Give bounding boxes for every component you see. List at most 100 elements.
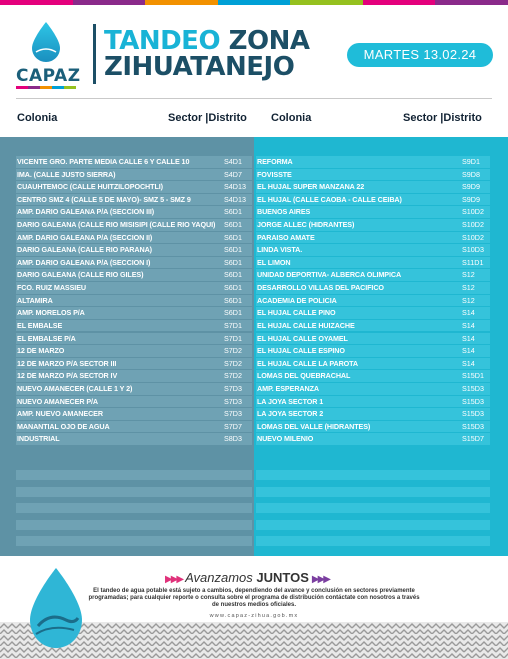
colonia-cell: AMP. DARIO GALEANA P/A (SECCION III) [17, 207, 155, 217]
table-row: REFORMA S9D1 [256, 156, 490, 168]
sector-cell: S15D3 [462, 396, 484, 406]
colonia-cell: AMP. ESPERANZA [257, 383, 319, 393]
sector-cell: S4D13 [224, 194, 246, 204]
right-schedule-table: REFORMA S9D1 FOVISSTE S9D8 EL HUJAL SUPER MA… [256, 156, 490, 446]
table-row: EL HUJAL CALLE HUIZACHE S14 [256, 319, 490, 332]
logo-line-segment [28, 86, 40, 89]
sector-cell: S6D1 [224, 270, 242, 280]
empty-row [16, 503, 252, 513]
sector-cell: S7D7 [224, 421, 242, 431]
left-sector-header: Sector |Distrito [168, 112, 247, 124]
colonia-cell: 12 DE MARZO [17, 346, 65, 356]
sector-cell: S11D1 [462, 257, 484, 267]
empty-row [16, 519, 252, 530]
sector-cell: S10D2 [462, 232, 484, 242]
table-row: EL HUJAL SUPER MANZANA 22 S9D9 [256, 181, 490, 193]
colonia-cell: LA JOYA SECTOR 2 [257, 409, 324, 419]
empty-row [256, 486, 490, 497]
empty-row [16, 470, 252, 480]
colonia-cell: 12 DE MARZO P/A SECTOR III [17, 358, 117, 368]
page-title: TANDEO ZONA ZIHUATANEJO [104, 26, 310, 80]
colonia-cell: EL HUJAL CALLE LA PAROTA [257, 358, 359, 368]
capaz-logo: CAPAZ [16, 22, 81, 89]
right-sector-header: Sector |Distrito [403, 112, 482, 124]
table-row: EL EMBALSE S7D1 [16, 319, 252, 332]
decorative-pattern [0, 622, 508, 659]
table-row: EL HUJAL CALLE LA PAROTA S14 [256, 357, 490, 370]
sector-cell: S15D3 [462, 383, 484, 393]
sector-cell: S14 [462, 333, 475, 343]
table-row: BUENOS AIRES S10D2 [256, 206, 490, 218]
colonia-cell: NUEVO AMANECER P/A [17, 396, 98, 406]
colonia-cell: EL HUJAL (CALLE CAOBA - CALLE CEIBA) [257, 194, 402, 204]
slogan: ▶▶▶ Avanzamos JUNTOS ▶▶▶ [165, 570, 331, 585]
sector-cell: S4D13 [224, 182, 246, 192]
sector-cell: S10D3 [462, 245, 484, 255]
colonia-cell: 12 DE MARZO P/A SECTOR IV [17, 371, 118, 381]
colonia-cell: LINDA VISTA. [257, 245, 303, 255]
colonia-cell: NUEVO MILENIO [257, 434, 314, 444]
title-word-tandeo: TANDEO [104, 26, 221, 56]
sector-cell: S6D1 [224, 295, 242, 305]
sector-cell: S12 [462, 283, 475, 293]
colonia-cell: VICENTE GRO. PARTE MEDIA CALLE 6 Y CALLE… [17, 157, 190, 166]
table-row: DARIO GALEANA (CALLE RIO MISISIPI (CALLE… [16, 219, 252, 231]
table-row: FOVISSTE S9D8 [256, 168, 490, 181]
sector-cell: S7D3 [224, 383, 242, 393]
colonia-cell: BUENOS AIRES [257, 207, 311, 217]
sector-cell: S7D2 [224, 346, 242, 356]
table-row: AMP. MORELOS P/A S6D1 [16, 307, 252, 319]
date-badge: MARTES 13.02.24 [347, 43, 493, 67]
table-row: IMA. (CALLE JUSTO SIERRA) S4D7 [16, 168, 252, 181]
sector-cell: S4D7 [224, 169, 242, 179]
colonia-cell: FCO. RUIZ MASSIEU [17, 283, 86, 293]
table-row: DARIO GALEANA (CALLE RIO PARANA) S6D1 [16, 244, 252, 256]
sector-cell: S14 [462, 320, 475, 330]
left-empty-rows [16, 470, 252, 553]
website-link[interactable]: www.capaz-zihua.gob.mx [209, 613, 299, 619]
table-row: 12 DE MARZO P/A SECTOR IV S7D2 [16, 370, 252, 382]
table-row: LINDA VISTA. S10D3 [256, 244, 490, 256]
arrows-right-icon: ▶▶▶ [311, 574, 331, 585]
empty-row [256, 519, 490, 530]
table-row: DARIO GALEANA (CALLE RIO GILES) S6D1 [16, 269, 252, 282]
sector-cell: S7D1 [224, 320, 242, 330]
table-row: DESARROLLO VILLAS DEL PACIFICO S12 [256, 282, 490, 294]
slogan-avanzamos: Avanzamos [185, 570, 253, 585]
stripe-segment [72, 0, 146, 5]
sector-cell: S10D2 [462, 207, 484, 217]
color-stripe [0, 0, 508, 5]
table-row: AMP. DARIO GALEANA P/A (SECCION I) S6D1 [16, 256, 252, 269]
logo-wordmark: CAPAZ [16, 66, 81, 86]
table-row: UNIDAD DEPORTIVA- ALBERCA OLIMPICA S12 [256, 269, 490, 282]
colonia-cell: ACADEMIA DE POLICIA [257, 295, 337, 305]
table-row: EL HUJAL CALLE PINO S14 [256, 307, 490, 319]
colonia-cell: JORGE ALLEC (HIDRANTES) [257, 220, 355, 230]
table-row: EL EMBALSE P/A S7D1 [16, 332, 252, 345]
sector-cell: S7D2 [224, 358, 242, 368]
empty-row [256, 536, 490, 546]
empty-row [16, 486, 252, 497]
table-row: CUAUHTEMOC (CALLE HUITZILOPOCHTLI) S4D13 [16, 181, 252, 193]
empty-row [16, 536, 252, 546]
table-row: NUEVO AMANECER P/A S7D3 [16, 395, 252, 408]
table-row: VICENTE GRO. PARTE MEDIA CALLE 6 Y CALLE… [16, 156, 252, 168]
colonia-cell: AMP. DARIO GALEANA P/A (SECCION II) [17, 232, 153, 242]
table-row: AMP. DARIO GALEANA P/A (SECCION II) S6D1 [16, 231, 252, 244]
colonia-cell: EL EMBALSE [17, 320, 63, 330]
colonia-cell: AMP. NUEVO AMANECER [17, 409, 103, 419]
empty-row [256, 470, 490, 480]
sector-cell: S12 [462, 295, 475, 305]
table-row: EL HUJAL CALLE ESPINO S14 [256, 345, 490, 357]
table-row: EL HUJAL CALLE OYAMEL S14 [256, 332, 490, 345]
colonia-cell: CENTRO SMZ 4 (CALLE 5 DE MAYO)- SMZ 5 - … [17, 194, 191, 204]
colonia-cell: IMA. (CALLE JUSTO SIERRA) [17, 169, 116, 179]
sector-cell: S15D7 [462, 434, 484, 444]
table-row: LOMAS DEL VALLE (HIDRANTES) S15D3 [256, 420, 490, 433]
left-schedule-table: VICENTE GRO. PARTE MEDIA CALLE 6 Y CALLE… [16, 156, 252, 446]
table-row: LOMAS DEL QUEBRACHAL S15D1 [256, 370, 490, 382]
table-row: FCO. RUIZ MASSIEU S6D1 [16, 282, 252, 294]
logo-line-segment [16, 86, 28, 89]
sector-cell: S4D1 [224, 157, 242, 166]
table-row: LA JOYA SECTOR 1 S15D3 [256, 395, 490, 408]
